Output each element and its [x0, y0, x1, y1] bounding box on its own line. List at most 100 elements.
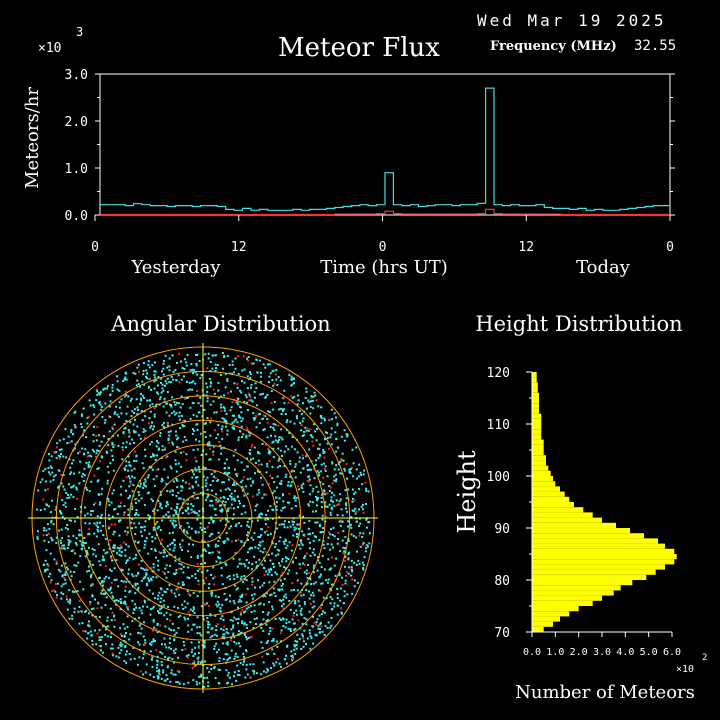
meteor-dot — [122, 601, 125, 604]
height-bars — [532, 372, 677, 632]
meteor-dot — [234, 418, 237, 421]
meteor-dot — [108, 405, 111, 408]
meteor-dot — [329, 548, 332, 551]
meteor-dot — [272, 639, 275, 642]
meteor-dot — [185, 510, 188, 513]
meteor-dot — [155, 556, 157, 559]
meteor-dot — [168, 646, 170, 649]
meteor-dot — [149, 650, 152, 653]
meteor-dot — [333, 602, 336, 605]
meteor-dot — [313, 477, 316, 480]
meteor-dot — [153, 626, 156, 629]
meteor-dot — [106, 465, 109, 468]
meteor-dot — [217, 424, 220, 427]
meteor-dot — [287, 481, 290, 484]
meteor-dot — [151, 468, 154, 471]
meteor-dot — [58, 457, 61, 460]
meteor-dot — [70, 575, 73, 578]
meteor-dot — [261, 655, 264, 658]
meteor-dot — [245, 650, 248, 653]
meteor-dot — [219, 561, 222, 564]
meteor-dot — [45, 503, 48, 506]
meteor-dot — [215, 625, 218, 628]
meteor-dot — [240, 425, 243, 428]
meteor-dot — [191, 476, 194, 479]
meteor-dot — [88, 522, 91, 525]
meteor-dot — [48, 527, 51, 530]
meteor-dot — [302, 593, 305, 596]
meteor-dot — [220, 406, 222, 409]
meteor-dot — [210, 668, 213, 670]
meteor-dot — [267, 509, 269, 512]
meteor-dot — [210, 518, 213, 521]
meteor-dot — [215, 642, 218, 645]
meteor-dot — [156, 509, 159, 512]
meteor-dot — [68, 617, 71, 620]
meteor-dot — [302, 562, 305, 565]
meteor-dot — [139, 622, 142, 625]
meteor-dot — [72, 484, 75, 487]
meteor-dot — [57, 486, 59, 489]
meteor-dot — [320, 625, 323, 628]
meteor-dot — [164, 446, 167, 449]
meteor-dot — [134, 582, 137, 585]
meteor-dot — [80, 534, 83, 536]
meteor-dot — [105, 596, 108, 599]
meteor-dot — [85, 486, 88, 489]
meteor-dot — [259, 623, 262, 626]
meteor-dot — [73, 607, 76, 610]
meteor-dot — [162, 515, 165, 518]
meteor-dot — [254, 461, 257, 464]
meteor-dot — [278, 599, 281, 602]
meteor-dot — [276, 466, 279, 469]
meteor-dot — [80, 543, 83, 546]
meteor-dot — [147, 552, 150, 555]
meteor-dot — [221, 352, 224, 354]
meteor-dot — [233, 578, 236, 581]
meteor-dot — [64, 501, 67, 504]
meteor-dot — [105, 643, 107, 646]
meteor-dot — [89, 465, 91, 468]
meteor-dot — [291, 469, 293, 472]
meteor-dot — [100, 440, 103, 443]
meteor-dot — [245, 601, 248, 604]
meteor-dot — [224, 372, 227, 375]
meteor-dot — [96, 480, 99, 483]
meteor-dot — [160, 519, 163, 522]
meteor-dot — [261, 496, 264, 499]
meteor-dot — [276, 548, 279, 551]
meteor-dot — [359, 471, 362, 474]
meteor-dot — [55, 536, 58, 539]
meteor-dot — [213, 645, 216, 648]
meteor-dot — [72, 459, 75, 462]
meteor-dot — [90, 608, 93, 611]
meteor-dot — [286, 484, 289, 487]
meteor-dot — [255, 358, 258, 361]
meteor-dot — [240, 525, 243, 528]
meteor-dot — [232, 513, 235, 516]
meteor-dot — [249, 371, 251, 374]
meteor-dot — [309, 602, 312, 605]
meteor-dot — [192, 372, 194, 375]
meteor-dot — [292, 523, 295, 526]
height-bar — [532, 403, 539, 409]
meteor-dot — [220, 395, 223, 398]
meteor-dot — [191, 368, 194, 371]
meteor-dot — [288, 492, 291, 495]
meteor-dot — [170, 405, 173, 408]
meteor-dot — [322, 448, 325, 451]
meteor-dot — [194, 646, 197, 649]
meteor-dot — [320, 613, 323, 616]
meteor-dot — [288, 432, 291, 434]
meteor-dot — [256, 371, 259, 374]
meteor-dot — [130, 502, 133, 505]
meteor-dot — [321, 530, 324, 533]
meteor-dot — [54, 508, 57, 511]
meteor-dot — [296, 523, 299, 526]
meteor-dot — [141, 380, 144, 383]
meteor-dot — [350, 526, 353, 529]
meteor-dot — [337, 462, 340, 465]
height-bar — [532, 564, 665, 570]
meteor-dot — [323, 634, 326, 636]
meteor-dot — [70, 440, 73, 443]
